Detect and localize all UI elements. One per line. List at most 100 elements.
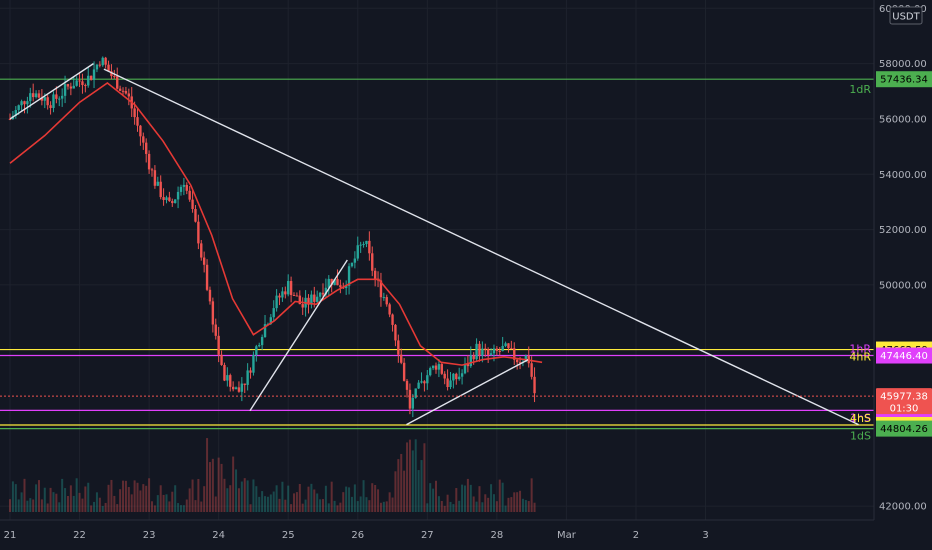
volume-bar: [519, 490, 522, 512]
time-axis[interactable]: 21 22 23 24 25 26 27 28 Mar 2 3: [0, 519, 932, 550]
x-tick-labels: 21 22 23 24 25 26 27 28 Mar 2 3: [4, 530, 709, 541]
volume-bar: [284, 499, 287, 512]
candle-body: [8, 118, 12, 120]
candle-body: [486, 349, 490, 355]
candle-body: [405, 380, 409, 390]
volume-bar: [353, 484, 356, 512]
candle-body: [469, 355, 472, 367]
volume-bar: [142, 484, 145, 512]
volume-bar: [463, 485, 466, 512]
volume-bar: [229, 485, 232, 512]
candle-body: [417, 382, 420, 389]
candle-body: [200, 243, 203, 258]
trend-line[interactable]: [249, 259, 348, 412]
candle-body: [373, 270, 377, 279]
volume-bar: [527, 501, 530, 512]
currency-badge[interactable]: USDT: [889, 6, 923, 25]
candle-body: [49, 105, 52, 108]
volume-bar: [84, 486, 87, 512]
candle-body: [460, 373, 464, 377]
volume-bar: [365, 497, 368, 512]
volume-bar: [275, 485, 278, 512]
candle-body: [182, 184, 186, 187]
candle-body: [385, 297, 388, 305]
volume-bar: [119, 489, 122, 512]
candle-body: [226, 375, 229, 381]
volume-bar: [426, 503, 429, 512]
candle-body: [489, 353, 493, 355]
trend-line[interactable]: [9, 63, 94, 120]
volume-bar: [449, 501, 452, 512]
trend-line[interactable]: [406, 358, 529, 426]
candle-body: [31, 93, 35, 98]
candle-body: [220, 354, 223, 365]
candle-body: [113, 76, 116, 78]
candle-body: [29, 93, 32, 102]
volume-bar: [490, 484, 493, 512]
volume-bar: [177, 503, 180, 512]
candle-body: [116, 76, 119, 89]
volume-bar: [469, 484, 472, 512]
candle-body: [246, 370, 249, 385]
volume-bar: [336, 505, 339, 512]
volume-bar: [339, 502, 342, 512]
candle-body: [510, 348, 513, 350]
candle-body: [208, 289, 212, 302]
candle-body: [194, 209, 197, 222]
volume-bar: [197, 478, 200, 512]
volume-bar: [237, 488, 240, 512]
volume-bar: [23, 478, 26, 512]
ema-line: [9, 81, 543, 366]
volume-bar: [516, 492, 519, 512]
volume-bar: [521, 498, 524, 512]
volume-bar: [217, 457, 220, 512]
candle-body: [214, 324, 217, 336]
volume-bar: [122, 480, 125, 512]
candle-body: [344, 285, 348, 289]
volume-bar: [226, 488, 229, 512]
volume-bar: [98, 497, 101, 512]
candle-body: [394, 324, 397, 341]
volume-bar: [124, 480, 127, 512]
volume-bar: [58, 502, 61, 512]
volume-bar: [81, 498, 84, 512]
volume-bar: [252, 479, 255, 512]
candle-body: [136, 117, 139, 126]
volume-bar: [310, 483, 313, 512]
price-axis[interactable]: 60000.0058000.0056000.0054000.0052000.00…: [873, 0, 932, 520]
volume-bar: [385, 501, 388, 512]
candle-body: [223, 364, 226, 381]
candle-body: [72, 85, 75, 89]
candle-body: [434, 365, 438, 370]
x-tick-label: 21: [4, 530, 17, 541]
candle-body: [81, 81, 84, 86]
horizontal-levels: [0, 78, 874, 430]
volume-bar: [182, 505, 185, 512]
volume-bar: [258, 496, 261, 512]
candle-body: [388, 304, 391, 315]
candle-body: [307, 297, 310, 305]
volume-bar: [46, 503, 49, 512]
volume-bars: [9, 438, 536, 512]
candle-body: [397, 340, 400, 355]
volume-bar: [295, 492, 298, 512]
candle-body: [356, 245, 359, 259]
volume-bar: [466, 478, 469, 512]
volume-bar: [382, 501, 385, 512]
volume-bar: [455, 488, 458, 512]
volume-bar: [240, 481, 243, 512]
candle-body: [52, 94, 55, 108]
volume-bar: [524, 500, 527, 512]
candle-body: [426, 375, 429, 384]
trend-line[interactable]: [103, 68, 859, 426]
candle-body: [420, 381, 423, 383]
volume-bar: [159, 485, 162, 512]
x-tick-label: Mar: [557, 530, 577, 541]
volume-bar: [301, 503, 304, 512]
candle-body: [379, 280, 383, 298]
level-price-label: 44804.26: [880, 424, 928, 435]
candle-body: [289, 281, 293, 295]
candle-body: [513, 348, 516, 360]
